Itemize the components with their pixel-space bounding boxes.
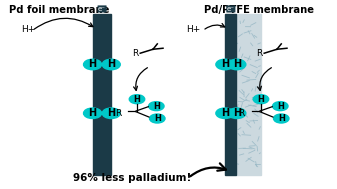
Text: H: H [221, 108, 229, 118]
Text: H: H [233, 60, 241, 70]
Bar [237, 14, 261, 175]
Text: H: H [278, 114, 285, 123]
Circle shape [129, 95, 145, 104]
Text: e⁻: e⁻ [227, 6, 235, 12]
Circle shape [253, 95, 269, 104]
Text: Pd foil membrane: Pd foil membrane [9, 5, 110, 15]
Circle shape [149, 102, 164, 111]
Circle shape [84, 59, 101, 70]
Circle shape [216, 108, 234, 119]
Text: H: H [277, 102, 284, 111]
Circle shape [102, 59, 120, 70]
Text: R: R [115, 109, 121, 118]
Text: R: R [132, 49, 139, 58]
Text: Pd/PTFE membrane: Pd/PTFE membrane [204, 5, 314, 15]
Text: H: H [221, 60, 229, 70]
Text: H: H [233, 108, 241, 118]
Circle shape [228, 59, 246, 70]
Text: H+: H+ [21, 25, 35, 34]
Text: R: R [256, 49, 263, 58]
Text: R: R [239, 109, 245, 118]
Bar [225, 14, 237, 175]
Text: H: H [107, 108, 115, 118]
Circle shape [273, 102, 288, 111]
Text: H: H [107, 60, 115, 70]
Text: e⁻: e⁻ [98, 6, 106, 12]
Text: H: H [89, 60, 97, 70]
Text: H: H [154, 114, 161, 123]
Circle shape [216, 59, 234, 70]
Circle shape [228, 108, 246, 119]
Circle shape [274, 114, 289, 123]
Text: H: H [153, 102, 160, 111]
Circle shape [102, 108, 120, 119]
Text: H: H [257, 95, 265, 104]
Circle shape [84, 108, 101, 119]
Text: 96% less palladium!: 96% less palladium! [73, 173, 191, 183]
Text: H+: H+ [187, 25, 201, 34]
Text: H: H [89, 108, 97, 118]
Circle shape [150, 114, 165, 123]
Bar [93, 14, 111, 175]
Text: H: H [133, 95, 141, 104]
